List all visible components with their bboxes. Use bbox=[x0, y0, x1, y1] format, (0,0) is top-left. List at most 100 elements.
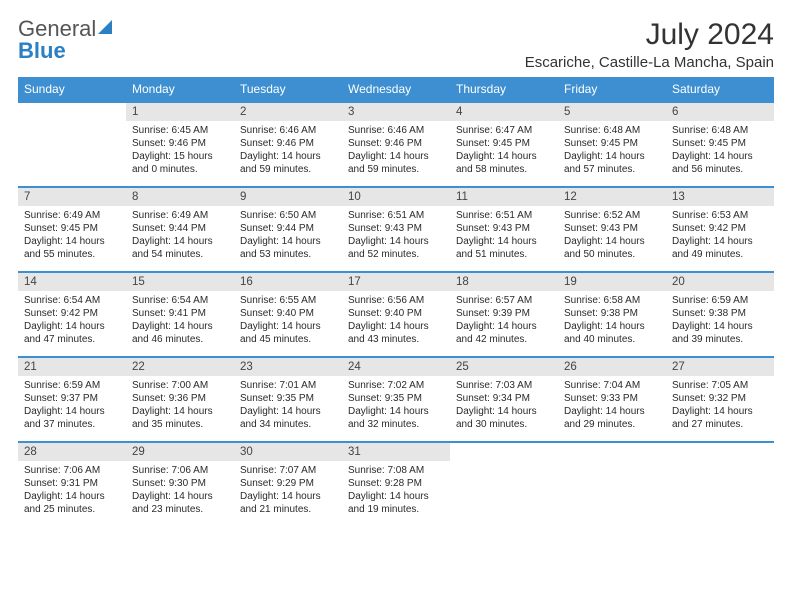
month-title: July 2024 bbox=[525, 18, 774, 52]
sunrise-text: Sunrise: 7:06 AM bbox=[132, 464, 228, 477]
sunset-text: Sunset: 9:36 PM bbox=[132, 392, 228, 405]
sunset-text: Sunset: 9:43 PM bbox=[564, 222, 660, 235]
sunset-text: Sunset: 9:42 PM bbox=[672, 222, 768, 235]
day-body-cell: Sunrise: 6:58 AMSunset: 9:38 PMDaylight:… bbox=[558, 291, 666, 357]
sunrise-text: Sunrise: 7:00 AM bbox=[132, 379, 228, 392]
sunrise-text: Sunrise: 7:06 AM bbox=[24, 464, 120, 477]
daylight-text: Daylight: 14 hours and 30 minutes. bbox=[456, 405, 552, 431]
sunrise-text: Sunrise: 6:59 AM bbox=[672, 294, 768, 307]
content-row: Sunrise: 6:45 AMSunset: 9:46 PMDaylight:… bbox=[18, 121, 774, 187]
day-body-cell: Sunrise: 6:48 AMSunset: 9:45 PMDaylight:… bbox=[666, 121, 774, 187]
day-header: Tuesday bbox=[234, 77, 342, 102]
day-body-cell: Sunrise: 7:08 AMSunset: 9:28 PMDaylight:… bbox=[342, 461, 450, 527]
sunset-text: Sunset: 9:34 PM bbox=[456, 392, 552, 405]
sunrise-text: Sunrise: 7:02 AM bbox=[348, 379, 444, 392]
date-cell: 2 bbox=[234, 102, 342, 121]
date-cell: 29 bbox=[126, 442, 234, 461]
day-body-cell: Sunrise: 6:57 AMSunset: 9:39 PMDaylight:… bbox=[450, 291, 558, 357]
day-body-cell: Sunrise: 6:45 AMSunset: 9:46 PMDaylight:… bbox=[126, 121, 234, 187]
day-body-cell: Sunrise: 6:47 AMSunset: 9:45 PMDaylight:… bbox=[450, 121, 558, 187]
sunset-text: Sunset: 9:28 PM bbox=[348, 477, 444, 490]
day-body-cell: Sunrise: 6:49 AMSunset: 9:44 PMDaylight:… bbox=[126, 206, 234, 272]
empty-body-cell bbox=[450, 461, 558, 527]
date-cell: 30 bbox=[234, 442, 342, 461]
date-row: 14151617181920 bbox=[18, 272, 774, 291]
empty-date-cell bbox=[450, 442, 558, 461]
calendar-table: SundayMondayTuesdayWednesdayThursdayFrid… bbox=[18, 77, 774, 527]
daylight-text: Daylight: 14 hours and 53 minutes. bbox=[240, 235, 336, 261]
daylight-text: Daylight: 14 hours and 43 minutes. bbox=[348, 320, 444, 346]
daylight-text: Daylight: 14 hours and 19 minutes. bbox=[348, 490, 444, 516]
sunset-text: Sunset: 9:40 PM bbox=[240, 307, 336, 320]
daylight-text: Daylight: 14 hours and 39 minutes. bbox=[672, 320, 768, 346]
empty-body-cell bbox=[558, 461, 666, 527]
daylight-text: Daylight: 14 hours and 42 minutes. bbox=[456, 320, 552, 346]
date-cell: 7 bbox=[18, 187, 126, 206]
title-block: July 2024 Escariche, Castille-La Mancha,… bbox=[525, 18, 774, 71]
day-body-cell: Sunrise: 6:51 AMSunset: 9:43 PMDaylight:… bbox=[450, 206, 558, 272]
date-cell: 1 bbox=[126, 102, 234, 121]
sunrise-text: Sunrise: 7:01 AM bbox=[240, 379, 336, 392]
date-cell: 24 bbox=[342, 357, 450, 376]
daylight-text: Daylight: 14 hours and 54 minutes. bbox=[132, 235, 228, 261]
sunrise-text: Sunrise: 6:58 AM bbox=[564, 294, 660, 307]
date-cell: 16 bbox=[234, 272, 342, 291]
day-header: Thursday bbox=[450, 77, 558, 102]
day-body-cell: Sunrise: 6:53 AMSunset: 9:42 PMDaylight:… bbox=[666, 206, 774, 272]
date-cell: 31 bbox=[342, 442, 450, 461]
date-cell: 17 bbox=[342, 272, 450, 291]
day-header: Sunday bbox=[18, 77, 126, 102]
sunrise-text: Sunrise: 6:49 AM bbox=[24, 209, 120, 222]
sunset-text: Sunset: 9:44 PM bbox=[132, 222, 228, 235]
daylight-text: Daylight: 14 hours and 37 minutes. bbox=[24, 405, 120, 431]
daylight-text: Daylight: 14 hours and 51 minutes. bbox=[456, 235, 552, 261]
day-body-cell: Sunrise: 6:59 AMSunset: 9:37 PMDaylight:… bbox=[18, 376, 126, 442]
daylight-text: Daylight: 14 hours and 29 minutes. bbox=[564, 405, 660, 431]
sunset-text: Sunset: 9:35 PM bbox=[240, 392, 336, 405]
date-cell: 23 bbox=[234, 357, 342, 376]
sunset-text: Sunset: 9:45 PM bbox=[672, 137, 768, 150]
sunset-text: Sunset: 9:43 PM bbox=[456, 222, 552, 235]
empty-date-cell bbox=[666, 442, 774, 461]
sunrise-text: Sunrise: 6:48 AM bbox=[564, 124, 660, 137]
daylight-text: Daylight: 14 hours and 23 minutes. bbox=[132, 490, 228, 516]
day-body-cell: Sunrise: 6:46 AMSunset: 9:46 PMDaylight:… bbox=[342, 121, 450, 187]
daylight-text: Daylight: 14 hours and 56 minutes. bbox=[672, 150, 768, 176]
day-body-cell: Sunrise: 7:03 AMSunset: 9:34 PMDaylight:… bbox=[450, 376, 558, 442]
content-row: Sunrise: 6:49 AMSunset: 9:45 PMDaylight:… bbox=[18, 206, 774, 272]
date-cell: 13 bbox=[666, 187, 774, 206]
sunrise-text: Sunrise: 6:51 AM bbox=[348, 209, 444, 222]
daylight-text: Daylight: 14 hours and 46 minutes. bbox=[132, 320, 228, 346]
sunset-text: Sunset: 9:46 PM bbox=[132, 137, 228, 150]
daylight-text: Daylight: 14 hours and 59 minutes. bbox=[240, 150, 336, 176]
sunset-text: Sunset: 9:45 PM bbox=[24, 222, 120, 235]
daylight-text: Daylight: 14 hours and 52 minutes. bbox=[348, 235, 444, 261]
daylight-text: Daylight: 14 hours and 45 minutes. bbox=[240, 320, 336, 346]
daylight-text: Daylight: 14 hours and 27 minutes. bbox=[672, 405, 768, 431]
daylight-text: Daylight: 14 hours and 34 minutes. bbox=[240, 405, 336, 431]
sunset-text: Sunset: 9:43 PM bbox=[348, 222, 444, 235]
sunset-text: Sunset: 9:29 PM bbox=[240, 477, 336, 490]
date-cell: 21 bbox=[18, 357, 126, 376]
daylight-text: Daylight: 14 hours and 32 minutes. bbox=[348, 405, 444, 431]
content-row: Sunrise: 6:59 AMSunset: 9:37 PMDaylight:… bbox=[18, 376, 774, 442]
sunset-text: Sunset: 9:37 PM bbox=[24, 392, 120, 405]
day-body-cell: Sunrise: 6:48 AMSunset: 9:45 PMDaylight:… bbox=[558, 121, 666, 187]
sunrise-text: Sunrise: 6:46 AM bbox=[240, 124, 336, 137]
sunset-text: Sunset: 9:46 PM bbox=[348, 137, 444, 150]
sunrise-text: Sunrise: 6:53 AM bbox=[672, 209, 768, 222]
date-row: 28293031 bbox=[18, 442, 774, 461]
day-body-cell: Sunrise: 6:50 AMSunset: 9:44 PMDaylight:… bbox=[234, 206, 342, 272]
day-body-cell: Sunrise: 7:07 AMSunset: 9:29 PMDaylight:… bbox=[234, 461, 342, 527]
day-body-cell: Sunrise: 6:54 AMSunset: 9:42 PMDaylight:… bbox=[18, 291, 126, 357]
daylight-text: Daylight: 14 hours and 57 minutes. bbox=[564, 150, 660, 176]
sunset-text: Sunset: 9:45 PM bbox=[564, 137, 660, 150]
day-body-cell: Sunrise: 7:06 AMSunset: 9:30 PMDaylight:… bbox=[126, 461, 234, 527]
day-body-cell: Sunrise: 6:54 AMSunset: 9:41 PMDaylight:… bbox=[126, 291, 234, 357]
day-body-cell: Sunrise: 7:05 AMSunset: 9:32 PMDaylight:… bbox=[666, 376, 774, 442]
date-cell: 19 bbox=[558, 272, 666, 291]
daylight-text: Daylight: 14 hours and 35 minutes. bbox=[132, 405, 228, 431]
daylight-text: Daylight: 14 hours and 55 minutes. bbox=[24, 235, 120, 261]
location: Escariche, Castille-La Mancha, Spain bbox=[525, 54, 774, 71]
sunset-text: Sunset: 9:46 PM bbox=[240, 137, 336, 150]
